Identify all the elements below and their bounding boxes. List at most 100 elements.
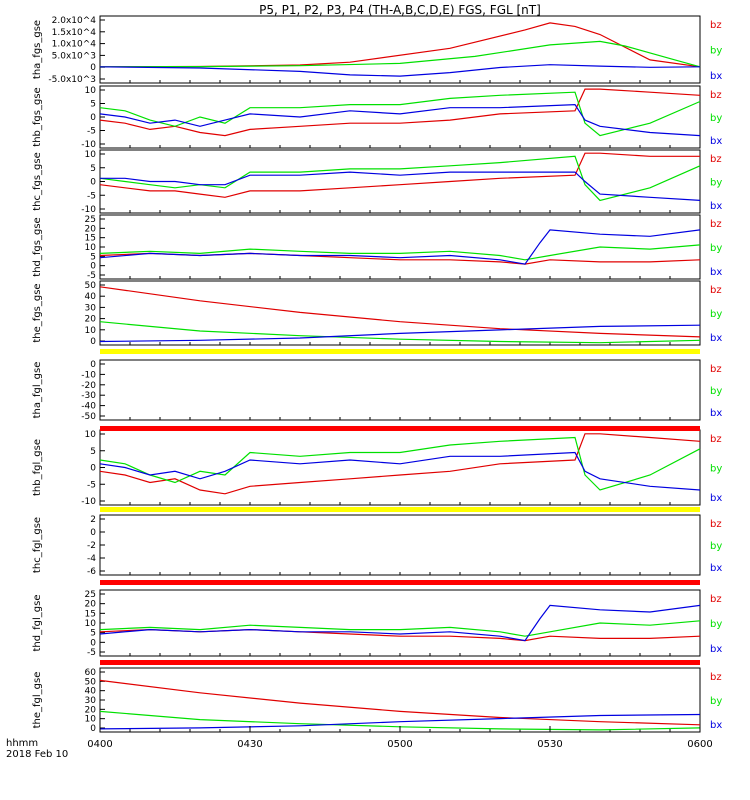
x-tick-label: 0430 — [237, 739, 262, 750]
panel-ylabel: thb_fgl_gse — [32, 439, 43, 496]
panel-ylabel: thd_fgl_gse — [32, 595, 43, 652]
y-tick-label: -5 — [87, 191, 96, 201]
series-bx — [99, 64, 701, 77]
y-tick-label: 30 — [85, 303, 97, 313]
separator-bar — [100, 507, 700, 512]
panel-ylabel: thc_fgl_gse — [32, 517, 43, 573]
series-bx — [99, 229, 701, 265]
legend-bz: bz — [710, 364, 722, 375]
y-tick-label: -2 — [87, 541, 96, 551]
y-tick-label: 5 — [90, 252, 96, 262]
panels-group: 2.0x10^4 1.5x10^4 1.0x10^45.0x10^3 0 -5.0x10… — [32, 15, 722, 750]
y-tick-label: 5 — [90, 100, 96, 110]
series-bz — [99, 152, 700, 198]
legend-bz: bz — [710, 219, 722, 230]
separator-bar — [100, 426, 700, 431]
y-tick-label: 5 — [90, 629, 96, 639]
y-tick-label: 1.5x10^4 — [52, 28, 97, 38]
y-tick-label: 60 — [85, 668, 97, 678]
y-tick-label: -40 — [81, 402, 96, 412]
legend-bx: bx — [710, 136, 722, 147]
legend-by: by — [710, 464, 722, 475]
y-tick-label: -10 — [81, 370, 96, 380]
legend-by: by — [710, 386, 722, 397]
y-tick-label: 15 — [85, 234, 96, 244]
legend-bx: bx — [710, 408, 722, 419]
legend-by: by — [710, 696, 722, 707]
legend-by: by — [710, 309, 722, 320]
legend-bx: bx — [710, 720, 722, 731]
panel-ylabel: the_fgs_gse — [32, 283, 43, 342]
series-bx — [99, 604, 701, 642]
y-tick-label: 0 — [90, 262, 96, 272]
legend-by: by — [710, 178, 722, 189]
y-tick-label: 50 — [85, 677, 97, 687]
legend-bz: bz — [710, 519, 722, 530]
y-tick-label: 40 — [85, 292, 97, 302]
separator-bar — [100, 660, 700, 665]
series-bx — [100, 171, 701, 201]
separator-bar — [100, 349, 700, 354]
legend-bx: bx — [710, 563, 722, 574]
legend-bz: bz — [710, 90, 722, 101]
panel-frame — [99, 149, 701, 214]
y-tick-label: 10 — [85, 86, 97, 96]
series-by — [99, 436, 701, 491]
series-by — [99, 40, 701, 68]
legend-bx: bx — [710, 71, 722, 82]
legend-by: by — [710, 243, 722, 254]
y-tick-label: 10 — [85, 619, 97, 629]
y-tick-label: 20 — [85, 600, 97, 610]
legend-bx: bx — [710, 493, 722, 504]
y-tick-label: 15 — [85, 609, 96, 619]
x-tick-label: 0530 — [537, 739, 562, 750]
legend-by: by — [710, 619, 722, 630]
y-tick-label: 0 — [90, 337, 96, 347]
panel-ylabel: thc_fgs_gse — [32, 152, 43, 211]
series-by — [99, 91, 701, 137]
y-tick-label: 0 — [90, 63, 96, 73]
legend-bx: bx — [710, 267, 722, 278]
separator-bar — [100, 580, 700, 585]
y-tick-label: 40 — [85, 687, 97, 697]
panel-frame — [99, 359, 701, 421]
series-bx — [99, 713, 701, 730]
legend-bx: bx — [710, 333, 722, 344]
legend-bx: bx — [710, 201, 722, 212]
series-bz — [99, 679, 701, 726]
y-tick-label: 25 — [85, 590, 96, 600]
y-tick-label: 5 — [90, 164, 96, 174]
y-tick-label: 0 — [90, 528, 96, 538]
y-tick-label: -50 — [81, 412, 96, 422]
legend-bx: bx — [710, 644, 722, 655]
y-tick-label: -5 — [87, 648, 96, 658]
legend-by: by — [710, 113, 722, 124]
y-tick-label: -5 — [87, 127, 96, 137]
footer-time-label: hhmm — [6, 738, 38, 749]
series-bz — [99, 22, 701, 68]
y-tick-label: 2 — [90, 515, 96, 525]
y-tick-label: -6 — [87, 567, 96, 577]
footer-date-label: 2018 Feb 10 — [6, 749, 68, 760]
y-tick-label: 0 — [90, 178, 96, 188]
panel-frame — [99, 15, 701, 84]
y-tick-label: -5 — [87, 480, 96, 490]
panel-ylabel: tha_fgl_gse — [32, 362, 43, 419]
y-tick-label: 0 — [90, 464, 96, 474]
legend-bz: bz — [710, 20, 722, 31]
panel-ylabel: tha_fgs_gse — [32, 20, 43, 79]
panel-frame — [99, 85, 701, 149]
series-bx — [99, 103, 701, 137]
y-tick-label: 10 — [85, 326, 97, 336]
panel-frame — [99, 514, 701, 576]
legend-by: by — [710, 541, 722, 552]
panel-ylabel: thb_fgs_gse — [32, 87, 43, 146]
legend-by: by — [710, 46, 722, 57]
series-by — [99, 244, 701, 261]
y-tick-label: 25 — [85, 215, 96, 225]
y-tick-label: 10 — [85, 243, 97, 253]
panel-frame — [99, 429, 701, 506]
y-tick-label: -5 — [87, 271, 96, 281]
x-tick-label: 0400 — [87, 739, 112, 750]
